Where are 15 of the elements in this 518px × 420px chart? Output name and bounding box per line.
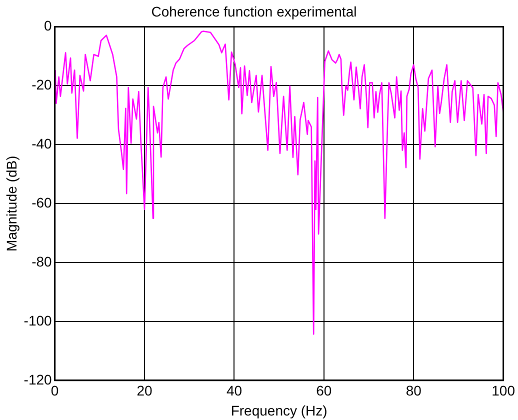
- y-tick-label: -100: [24, 312, 52, 328]
- y-tick-label: -80: [32, 253, 52, 270]
- y-tick-label: -40: [32, 136, 52, 152]
- x-tick-label: 60: [316, 382, 332, 399]
- x-tick-label: 40: [226, 382, 242, 399]
- x-axis-title: Frequency (Hz): [230, 402, 328, 418]
- x-tick-label: 80: [406, 382, 422, 399]
- chart-title: Coherence function experimental: [151, 3, 357, 20]
- y-tick-label: -120: [24, 371, 52, 388]
- x-tick-label: 20: [136, 382, 153, 399]
- y-tick-label: -60: [32, 194, 52, 210]
- x-tick-label: 100: [492, 382, 516, 399]
- y-tick-label: 0: [44, 18, 52, 34]
- y-axis-title: Magnitude (dB): [3, 156, 20, 252]
- y-tick-label: -20: [32, 76, 52, 93]
